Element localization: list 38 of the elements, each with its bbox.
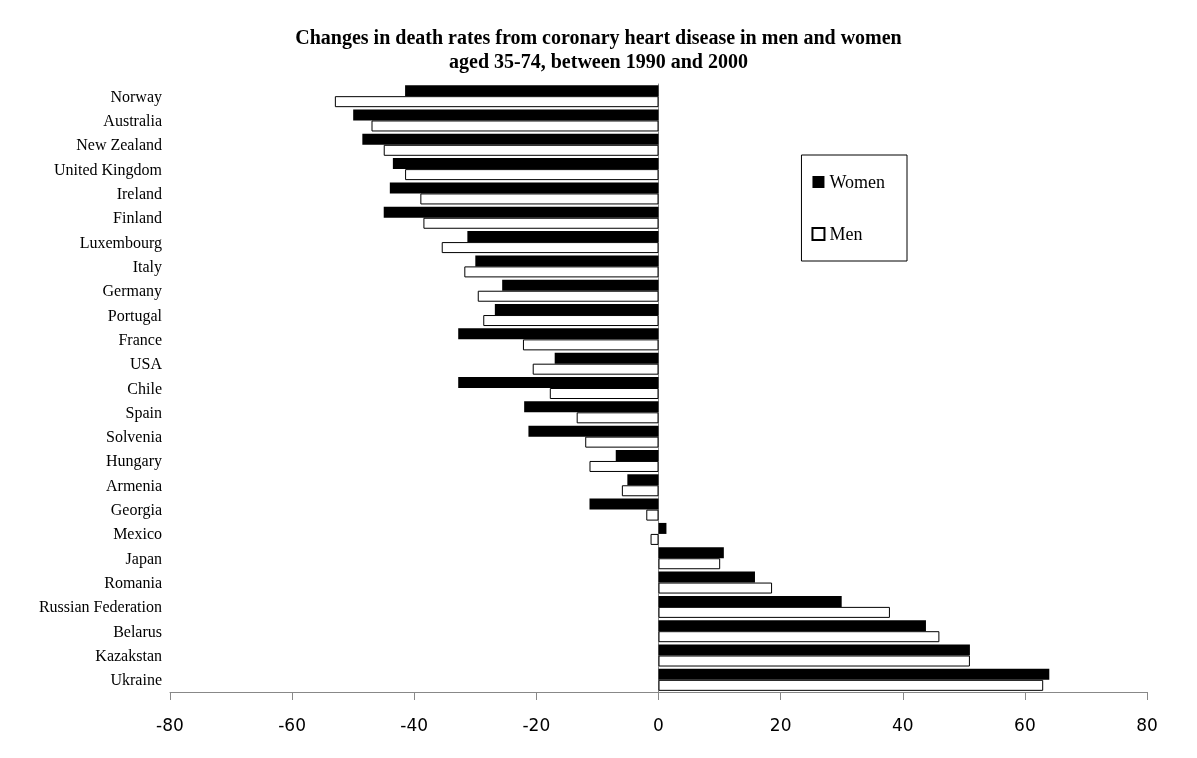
y-tick-label: Luxembourg <box>79 233 162 252</box>
y-tick-label: Finland <box>113 209 162 227</box>
y-tick-label: Australia <box>103 111 162 129</box>
y-tick-label: Russian Federation <box>38 598 162 616</box>
y-tick-label: France <box>118 330 162 348</box>
x-tick-label: -80 <box>156 714 184 735</box>
y-tick-label: Japan <box>125 549 162 568</box>
x-tick-label: -20 <box>522 714 551 735</box>
y-tick-label: Kazakstan <box>95 647 162 665</box>
x-tick-label: 60 <box>1014 714 1036 735</box>
x-tick-label: 80 <box>1136 714 1158 735</box>
y-tick-label: Germany <box>102 282 162 301</box>
y-tick-label: Ukraine <box>110 671 162 689</box>
y-tick-label: Italy <box>132 257 162 276</box>
x-tick-label: 20 <box>769 714 792 735</box>
y-tick-label: Solvenia <box>106 428 162 446</box>
y-tick-label: New Zealand <box>76 136 162 154</box>
y-tick-label: Spain <box>125 403 162 422</box>
y-tick-label: United Kingdom <box>54 160 163 179</box>
y-tick-label: USA <box>129 355 163 373</box>
x-tick-label: 0 <box>653 714 664 735</box>
x-tick-label: -60 <box>278 714 307 735</box>
chart-title: Changes in death rates from coronary heart disease in men and women aged 35-74, between 1990 and 2000 <box>295 26 902 73</box>
x-tick-label: 40 <box>891 714 914 735</box>
y-tick-label: Mexico <box>113 525 162 543</box>
legend-label: Women <box>829 172 886 192</box>
y-tick-label: Armenia <box>106 476 162 494</box>
y-tick-label: Chile <box>127 379 162 397</box>
y-tick-label: Romania <box>104 574 162 592</box>
bar <box>650 533 659 545</box>
y-tick-label: Portugal <box>107 306 163 325</box>
y-tick-label: Hungary <box>106 452 162 471</box>
legend-label: Men <box>829 224 863 244</box>
y-tick-label: Ireland <box>116 184 162 202</box>
y-tick-label: Belarus <box>113 622 162 640</box>
x-tick-label: -40 <box>400 714 429 735</box>
y-tick-label: Norway <box>110 87 162 106</box>
y-tick-label: Georgia <box>110 501 162 520</box>
